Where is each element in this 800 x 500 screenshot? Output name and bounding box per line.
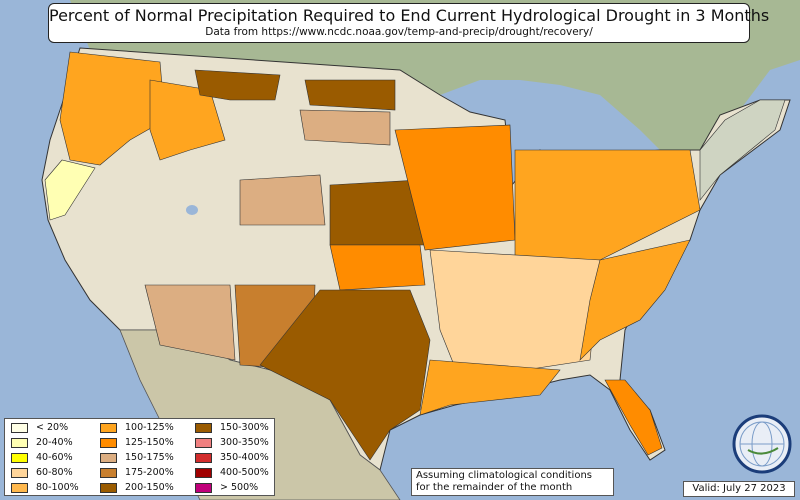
region-colorado	[239, 174, 326, 226]
legend-swatch	[11, 452, 28, 463]
region-maine-newengland	[699, 99, 786, 201]
legend-swatch	[100, 482, 117, 493]
legend-label: 150-175%	[125, 452, 174, 463]
region-florida	[604, 379, 663, 456]
lake-huron	[540, 115, 575, 162]
legend-item: 100-125%	[100, 421, 174, 434]
legend-item: 20-40%	[11, 436, 73, 449]
legend-item: 150-300%	[195, 421, 269, 434]
legend-label: 400-500%	[220, 467, 269, 478]
legend-swatch	[195, 482, 212, 493]
legend-swatch	[11, 437, 28, 448]
region-texas	[259, 289, 431, 461]
legend: < 20% 20-40% 40-60% 60-80% 80-100% 100-1…	[4, 418, 275, 496]
legend-label: > 500%	[220, 482, 259, 493]
legend-label: 150-300%	[220, 422, 269, 433]
legend-swatch	[11, 467, 28, 478]
legend-item: 125-150%	[100, 436, 174, 449]
title-box: Percent of Normal Precipitation Required…	[48, 3, 770, 43]
legend-label: 175-200%	[125, 467, 174, 478]
map-title: Percent of Normal Precipitation Required…	[49, 6, 770, 25]
region-northern-california	[44, 159, 96, 221]
legend-item: 300-350%	[195, 436, 269, 449]
great-salt-lake	[186, 205, 198, 215]
legend-label: < 20%	[36, 422, 69, 433]
legend-item: 350-400%	[195, 451, 269, 464]
region-pacific-northwest	[59, 51, 166, 166]
legend-label: 80-100%	[36, 482, 79, 493]
legend-label: 100-125%	[125, 422, 174, 433]
region-mid-south	[429, 249, 601, 381]
legend-label: 350-400%	[220, 452, 269, 463]
valid-date: Valid: July 27 2023	[683, 481, 795, 497]
legend-item: 60-80%	[11, 466, 73, 479]
map-subtitle: Data from https://www.ncdc.noaa.gov/temp…	[205, 26, 593, 38]
legend-item: < 20%	[11, 421, 68, 434]
legend-label: 200-150%	[125, 482, 174, 493]
legend-swatch	[100, 422, 117, 433]
legend-swatch	[11, 422, 28, 433]
assumption-note: Assuming climatological conditions for t…	[411, 468, 614, 496]
nexlab-logo	[732, 414, 792, 474]
legend-swatch	[195, 422, 212, 433]
legend-item: > 500%	[195, 481, 258, 494]
legend-label: 300-350%	[220, 437, 269, 448]
region-ohio-valley	[514, 149, 701, 261]
legend-item: 200-150%	[100, 481, 174, 494]
legend-swatch	[100, 467, 117, 478]
region-oklahoma	[329, 244, 426, 291]
legend-item: 40-60%	[11, 451, 73, 464]
legend-item: 80-100%	[11, 481, 79, 494]
legend-swatch	[195, 467, 212, 478]
legend-label: 20-40%	[36, 437, 73, 448]
legend-label: 60-80%	[36, 467, 73, 478]
note-line-1: Assuming climatological conditions	[416, 470, 592, 481]
legend-label: 40-60%	[36, 452, 73, 463]
region-southeast	[579, 239, 691, 361]
legend-label: 125-150%	[125, 437, 174, 448]
legend-item: 150-175%	[100, 451, 174, 464]
note-line-2: for the remainder of the month	[416, 482, 573, 493]
legend-swatch	[11, 482, 28, 493]
region-arizona	[144, 284, 236, 361]
region-gulf-coast	[419, 359, 561, 416]
legend-swatch	[195, 437, 212, 448]
region-north-dakota	[304, 79, 396, 111]
legend-item: 175-200%	[100, 466, 174, 479]
legend-swatch	[195, 452, 212, 463]
legend-swatch	[100, 452, 117, 463]
legend-item: 400-500%	[195, 466, 269, 479]
legend-swatch	[100, 437, 117, 448]
region-south-dakota	[299, 109, 391, 146]
region-montana	[194, 69, 281, 101]
